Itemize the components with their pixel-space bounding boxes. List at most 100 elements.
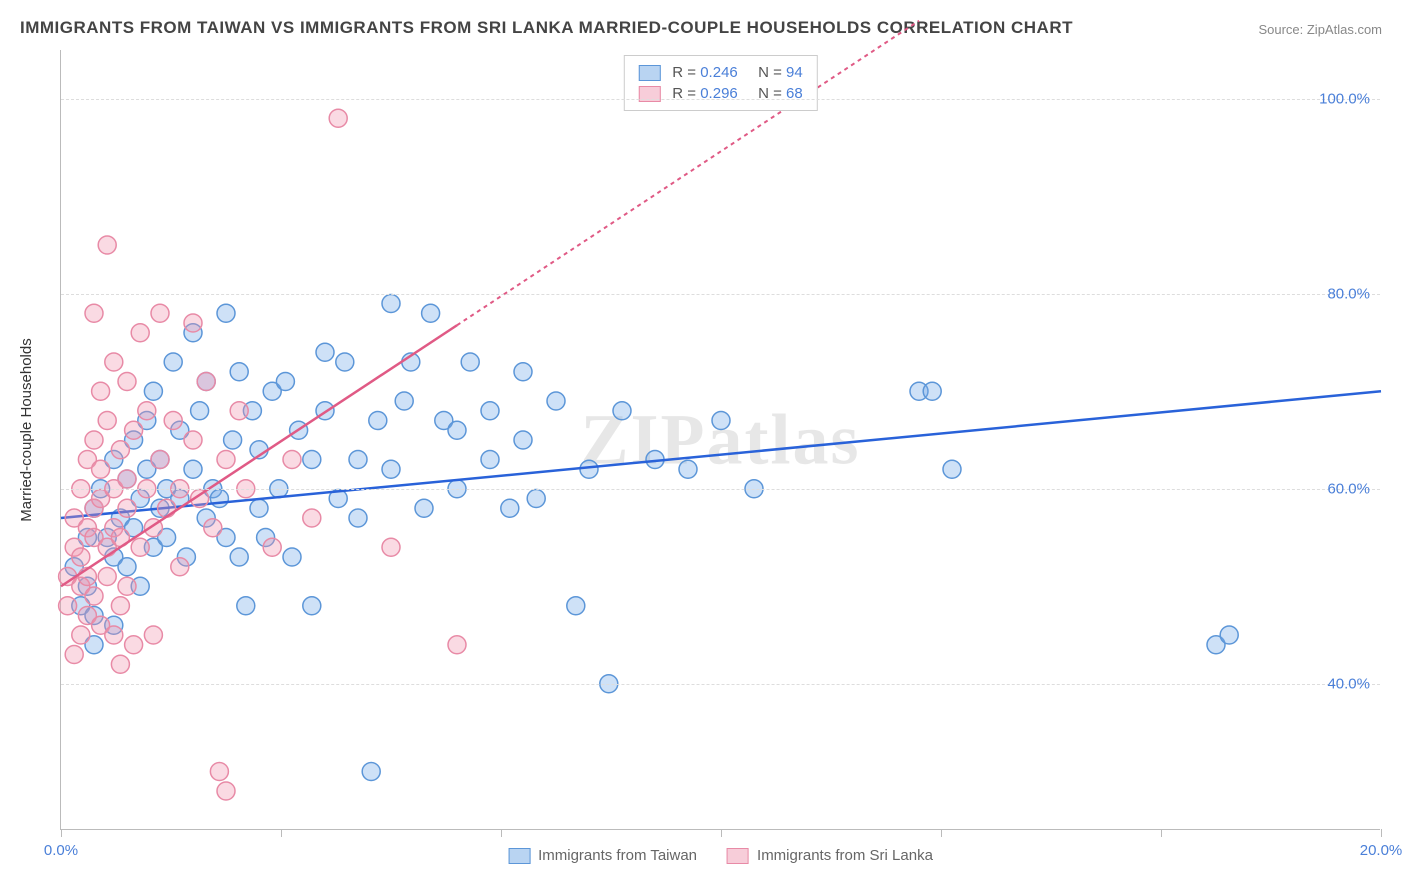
data-point [276, 373, 294, 391]
legend-swatch [638, 65, 660, 81]
data-point [580, 460, 598, 478]
data-point [85, 304, 103, 322]
chart-title: IMMIGRANTS FROM TAIWAN VS IMMIGRANTS FRO… [20, 18, 1073, 38]
data-point [382, 295, 400, 313]
data-point [92, 460, 110, 478]
data-point [105, 353, 123, 371]
data-point [349, 451, 367, 469]
data-point [514, 431, 532, 449]
data-point [85, 431, 103, 449]
data-point [303, 451, 321, 469]
data-point [184, 314, 202, 332]
x-tick-label: 0.0% [44, 842, 78, 859]
data-point [111, 597, 129, 615]
legend-stat-row: R = 0.296 N = 68 [638, 83, 802, 104]
legend-series: Immigrants from Taiwan Immigrants from Sr… [508, 847, 933, 864]
data-point [514, 363, 532, 381]
data-point [217, 782, 235, 800]
data-point [204, 519, 222, 537]
stat-n-value: 94 [786, 64, 803, 81]
data-point [164, 412, 182, 430]
data-point [131, 324, 149, 342]
data-point [217, 451, 235, 469]
data-point [125, 421, 143, 439]
data-point [191, 402, 209, 420]
legend-stat-row: R = 0.246 N = 94 [638, 62, 802, 83]
data-point [461, 353, 479, 371]
data-point [158, 499, 176, 517]
data-point [415, 499, 433, 517]
data-point [210, 490, 228, 508]
data-point [712, 412, 730, 430]
data-point [230, 548, 248, 566]
stat-n-label: N = 94 [750, 64, 803, 81]
data-point [230, 363, 248, 381]
gridline [61, 684, 1380, 685]
x-tick [941, 829, 942, 837]
data-point [98, 568, 116, 586]
data-point [481, 451, 499, 469]
chart-area: ZIPatlas R = 0.246 N = 94R = 0.296 N = 6… [60, 50, 1380, 830]
data-point [131, 538, 149, 556]
data-point [362, 763, 380, 781]
legend-item: Immigrants from Taiwan [508, 847, 697, 864]
data-point [230, 402, 248, 420]
data-point [316, 343, 334, 361]
data-point [111, 441, 129, 459]
data-point [329, 109, 347, 127]
data-point [105, 626, 123, 644]
data-point [92, 382, 110, 400]
x-tick [1381, 829, 1382, 837]
legend-label: Immigrants from Taiwan [538, 847, 697, 864]
data-point [98, 236, 116, 254]
data-point [382, 538, 400, 556]
data-point [118, 577, 136, 595]
data-point [448, 421, 466, 439]
x-tick [501, 829, 502, 837]
data-point [501, 499, 519, 517]
gridline [61, 489, 1380, 490]
data-point [547, 392, 565, 410]
x-tick [721, 829, 722, 837]
y-tick-label: 80.0% [1327, 285, 1370, 302]
x-tick [281, 829, 282, 837]
data-point [171, 558, 189, 576]
stat-r-value: 0.246 [700, 64, 738, 81]
gridline [61, 294, 1380, 295]
data-point [210, 763, 228, 781]
data-point [283, 548, 301, 566]
y-tick-label: 60.0% [1327, 480, 1370, 497]
data-point [369, 412, 387, 430]
gridline [61, 99, 1380, 100]
x-tick [61, 829, 62, 837]
data-point [98, 412, 116, 430]
data-point [303, 597, 321, 615]
data-point [527, 490, 545, 508]
data-point [72, 626, 90, 644]
data-point [263, 538, 281, 556]
stat-r-label: R = 0.246 [672, 64, 737, 81]
x-tick [1161, 829, 1162, 837]
data-point [118, 373, 136, 391]
data-point [448, 636, 466, 654]
data-point [237, 597, 255, 615]
scatter-plot [61, 50, 1380, 829]
data-point [613, 402, 631, 420]
data-point [184, 431, 202, 449]
data-point [72, 548, 90, 566]
data-point [679, 460, 697, 478]
data-point [118, 499, 136, 517]
data-point [1220, 626, 1238, 644]
y-tick-label: 40.0% [1327, 675, 1370, 692]
data-point [349, 509, 367, 527]
data-point [283, 451, 301, 469]
data-point [336, 353, 354, 371]
data-point [111, 655, 129, 673]
data-point [197, 373, 215, 391]
legend-swatch [727, 848, 749, 864]
data-point [151, 304, 169, 322]
data-point [250, 499, 268, 517]
legend-item: Immigrants from Sri Lanka [727, 847, 933, 864]
y-tick-label: 100.0% [1319, 90, 1370, 107]
data-point [567, 597, 585, 615]
